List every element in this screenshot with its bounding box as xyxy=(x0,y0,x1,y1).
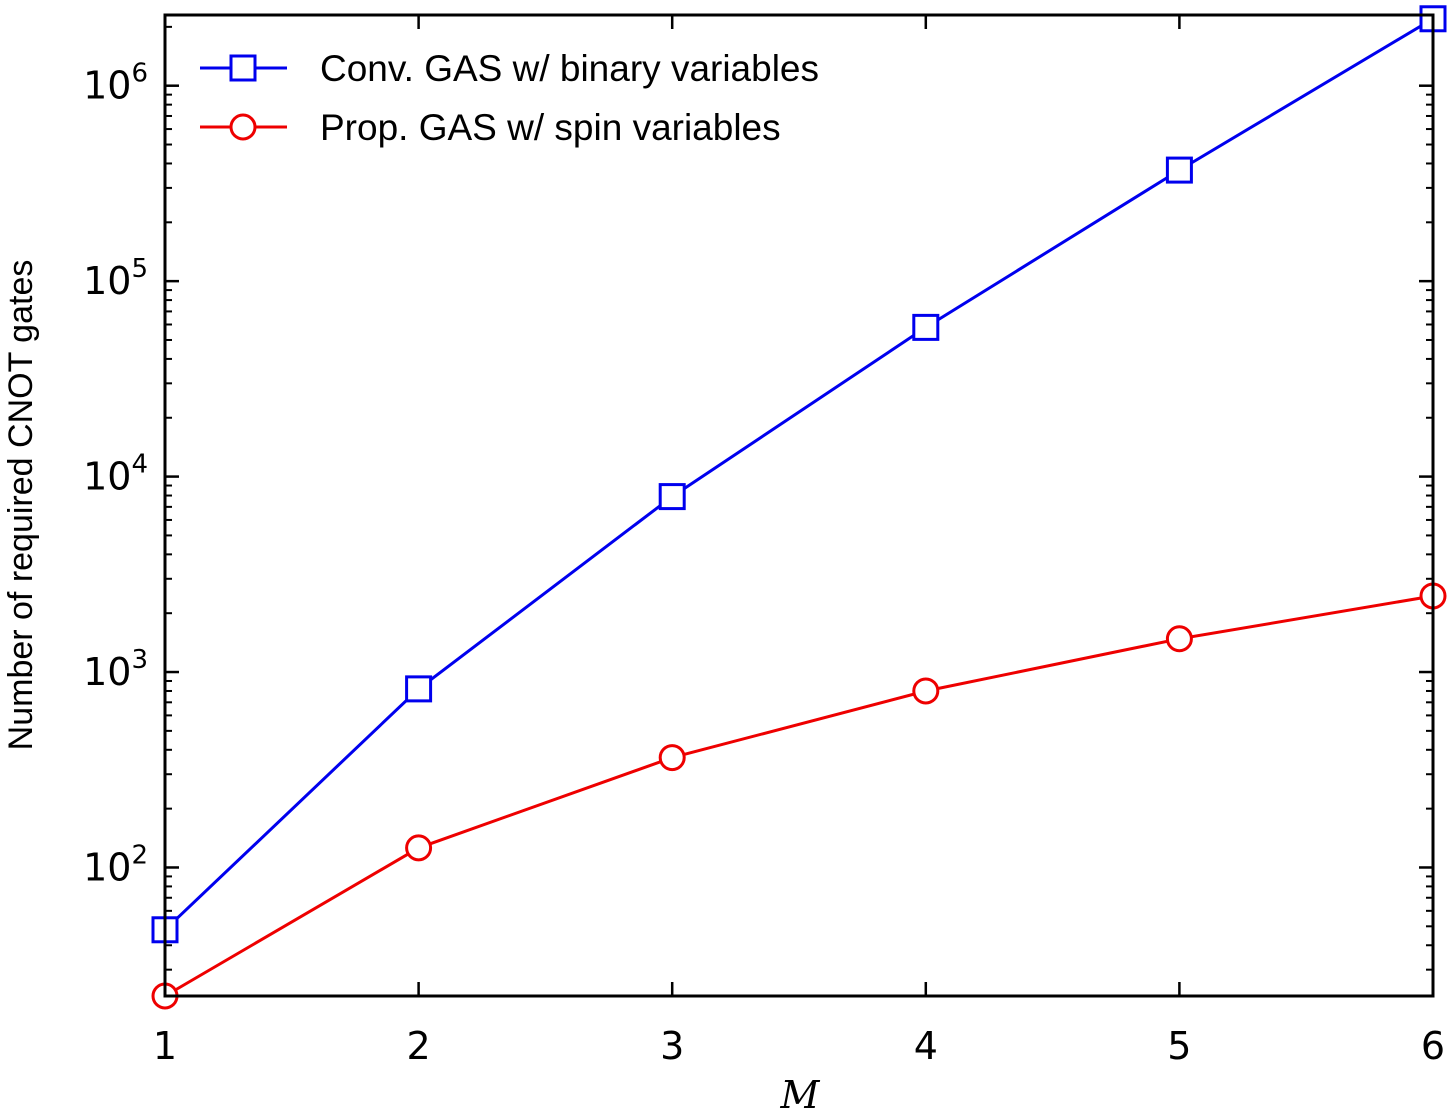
x-ticks: 1 2 3 4 5 6 xyxy=(153,15,1445,1068)
data-point-circle xyxy=(405,834,433,862)
y-tick-label: 102 xyxy=(83,840,148,889)
x-tick-label: 3 xyxy=(660,1024,684,1068)
x-tick-label: 4 xyxy=(914,1024,938,1068)
data-point-circle xyxy=(1165,625,1193,653)
x-tick-label: 2 xyxy=(407,1024,431,1068)
legend-label: Prop. GAS w/ spin variables xyxy=(320,107,781,148)
y-tick-label: 103 xyxy=(83,645,148,694)
y-tick-label: 104 xyxy=(83,450,148,499)
series-line xyxy=(163,17,1434,931)
data-point-square xyxy=(1165,156,1193,184)
series-layer xyxy=(151,5,1447,1010)
y-minor-ticks xyxy=(165,25,1433,971)
y-major-ticks: 102 103 104 105 106 xyxy=(83,59,1433,889)
x-tick-label: 6 xyxy=(1421,1024,1445,1068)
x-axis-title: M xyxy=(780,1073,821,1114)
series-line xyxy=(164,594,1434,998)
x-tick-label: 5 xyxy=(1167,1024,1191,1068)
series-1 xyxy=(151,5,1447,944)
data-point-circle xyxy=(658,744,686,772)
data-point-circle xyxy=(912,677,940,705)
data-point-square xyxy=(912,313,940,341)
data-point-square xyxy=(405,675,433,703)
legend-marker-circle xyxy=(229,113,257,141)
series-2 xyxy=(151,582,1447,1010)
y-axis-title: Number of required CNOT gates xyxy=(2,260,40,751)
legend-marker-square xyxy=(229,54,257,82)
y-tick-label: 105 xyxy=(83,254,148,303)
plot-frame xyxy=(163,13,1435,998)
x-tick-label: 1 xyxy=(153,1024,177,1068)
data-point-square xyxy=(658,483,686,511)
legend-label: Conv. GAS w/ binary variables xyxy=(320,48,819,89)
y-tick-label: 106 xyxy=(83,59,148,108)
legend: Conv. GAS w/ binary variables Prop. GAS w… xyxy=(200,48,819,148)
